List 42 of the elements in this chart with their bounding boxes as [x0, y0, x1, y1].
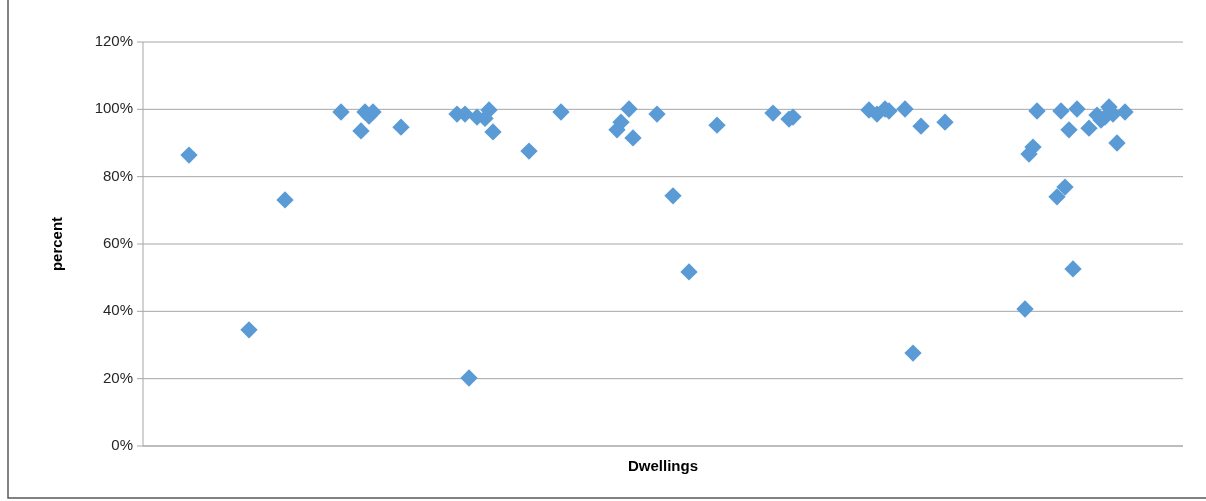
x-axis-title: Dwellings — [627, 457, 699, 474]
y-tick-label: 40% — [102, 301, 133, 319]
y-tick-label: 120% — [94, 31, 133, 49]
point — [904, 344, 922, 362]
point — [1056, 178, 1074, 196]
point — [392, 118, 410, 136]
point — [664, 187, 682, 205]
y-tick-label: 60% — [102, 233, 133, 251]
y-tick-label: 20% — [102, 368, 133, 386]
y-tick-label: 80% — [102, 166, 133, 184]
point — [1108, 134, 1126, 152]
point — [1068, 100, 1086, 118]
point — [680, 263, 698, 281]
point — [1052, 102, 1070, 120]
point — [1060, 121, 1078, 139]
point — [460, 369, 478, 387]
point — [624, 129, 642, 147]
point — [936, 113, 954, 131]
point — [352, 122, 370, 140]
y-tick-label: 100% — [94, 99, 133, 117]
point — [648, 105, 666, 123]
point — [912, 117, 930, 135]
point — [1064, 260, 1082, 278]
point — [708, 116, 726, 134]
point — [180, 146, 198, 164]
point — [1016, 300, 1034, 318]
point — [520, 142, 538, 160]
point — [480, 101, 498, 119]
y-axis-title: percent — [48, 216, 65, 272]
point — [764, 104, 782, 122]
point — [1048, 188, 1066, 206]
point — [1080, 119, 1098, 137]
point — [1116, 103, 1134, 121]
y-tick-label: 0% — [111, 435, 133, 453]
point — [552, 103, 570, 121]
point — [332, 103, 350, 121]
point — [240, 321, 258, 339]
point — [620, 100, 638, 118]
point — [896, 100, 914, 118]
point — [1028, 102, 1046, 120]
point — [484, 123, 502, 141]
point — [276, 191, 294, 209]
